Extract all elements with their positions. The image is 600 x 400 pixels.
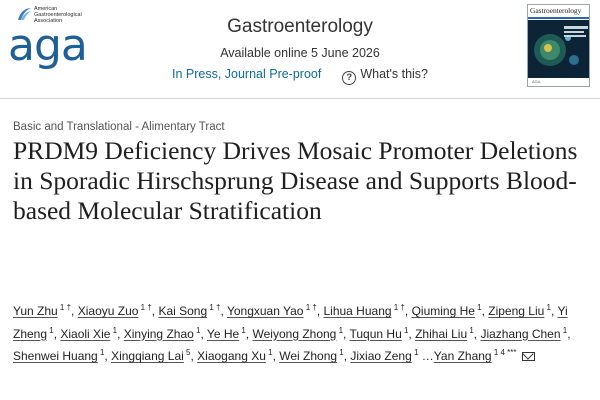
question-circle-icon[interactable]: ? [342,71,357,85]
cover-accent-bar [528,17,589,19]
author-link[interactable]: Wei Zhong 1 [279,348,344,364]
in-press-link[interactable]: In Press, Journal Pre-proof [171,67,322,81]
author-name[interactable]: Yan Zhang [433,349,492,363]
journal-status-line: In Press, Journal Pre-proof ? What's this… [0,67,600,85]
author-affiliation-sup: 1 [337,348,344,357]
author-link[interactable]: Xiaogang Xu 1 [197,348,273,364]
author-affiliation-sup: 1 [110,325,118,335]
article-category: Basic and Translational - Alimentary Tra… [13,121,225,133]
author-name[interactable]: Xiaoyu Zuo [77,304,139,318]
author-link[interactable]: Zhihai Liu 1 [415,325,474,341]
header-divider [0,98,600,99]
author-link[interactable]: Jixiao Zeng 1 [350,348,419,364]
whats-this-link[interactable]: What's this? [360,67,429,81]
author-affiliation-sup: 1 † [138,303,152,312]
author-affiliation-sup: 1 [239,325,246,335]
author-link[interactable]: Jiazhang Chen 1 [480,325,568,341]
author-link[interactable]: Yan Zhang 1 4 *** [433,348,517,364]
aga-wordmark: aga [8,20,88,71]
author-affiliation-sup: 1 [193,325,201,335]
author-name[interactable]: Xiaoli Xie [60,326,111,341]
author-link[interactable]: Zipeng Liu 1 [488,303,551,319]
author-link[interactable]: Weiyong Zhong 1 [252,325,344,341]
author-name[interactable]: Qiuming He [411,304,475,318]
author-link[interactable]: Qiuming He 1 [411,303,482,319]
author-link[interactable]: Yun Zhu 1 † [13,303,72,319]
author-link[interactable]: Xingqiang Lai 5 [111,348,191,364]
author-name[interactable]: Zipeng Liu [488,304,545,318]
author-name[interactable]: Lihua Huang [323,304,392,318]
author-affiliation-sup: 1 [336,325,344,335]
author-affiliation-sup: 1 † [207,303,221,312]
author-link[interactable]: Yongxuan Yao 1 † [226,303,317,319]
author-affiliation-sup: 1 [467,325,474,335]
author-link[interactable]: Xinying Zhao 1 [123,325,201,341]
author-ellipsis: … [418,349,434,363]
author-link[interactable]: Shenwei Huang 1 [13,348,105,364]
author-name[interactable]: Xinying Zhao [123,326,194,341]
aga-society-name: American Gastroenterological Association [34,6,82,25]
author-affiliation-sup: 5 [183,348,191,357]
author-name[interactable]: Xiaogang Xu [197,349,266,363]
author-link[interactable]: Ye He 1 [206,325,246,341]
author-affiliation-sup: 1 † [57,303,72,312]
cover-footer: AGA [532,79,541,84]
author-list: Yun Zhu 1 †, Xiaoyu Zuo 1 †, Kai Song 1 … [13,303,571,364]
journal-name[interactable]: Gastroenterology [227,16,373,37]
author-affiliation-sup: 1 † [391,303,405,312]
author-name[interactable]: Jiazhang Chen [480,326,561,341]
author-name[interactable]: Wei Zhong [279,349,338,363]
author-affiliation-sup: 1 [544,303,551,312]
author-name[interactable]: Yi Zheng [13,304,568,341]
journal-cover-thumbnail[interactable]: Gastroenterology AGA [527,4,590,87]
author-link[interactable]: Xiaoyu Zuo 1 † [77,303,152,319]
author-affiliation-sup: 1 [560,325,568,335]
cover-artwork [528,20,589,78]
available-online-date: Available online 5 June 2026 [220,46,380,60]
author-name[interactable]: Shenwei Huang [13,349,98,363]
author-affiliation-sup: 1 [474,303,482,312]
author-affiliation-sup: 1 [401,325,409,335]
aga-logo[interactable]: American Gastroenterological Association… [8,6,98,76]
author-name[interactable]: Weiyong Zhong [252,326,337,341]
author-link[interactable]: Xiaoli Xie 1 [60,325,118,341]
author-name[interactable]: Zhihai Liu [415,326,468,341]
cover-title: Gastroenterology [530,6,582,15]
author-affiliation-sup: 1 [97,348,105,357]
author-link[interactable]: Lihua Huang 1 † [323,303,405,319]
author-name[interactable]: Yun Zhu [13,304,58,318]
envelope-icon[interactable] [521,352,535,361]
author-link[interactable]: Kai Song 1 † [158,303,221,319]
author-link[interactable]: Tuqun Hu 1 [349,325,409,341]
author-name[interactable]: Yongxuan Yao [226,304,304,318]
journal-header: American Gastroenterological Association… [0,0,600,99]
author-name[interactable]: Ye He [206,326,240,341]
author-name[interactable]: Jixiao Zeng [350,349,412,363]
article-title: PRDM9 Deficiency Drives Mosaic Promoter … [13,136,578,225]
author-affiliation-sup: 1 [411,348,419,357]
author-link[interactable]: Yi Zheng 1 [13,304,568,341]
author-name[interactable]: Xingqiang Lai [111,349,184,363]
aga-swoosh-logo-icon [18,8,31,20]
author-name[interactable]: Kai Song [158,304,208,318]
author-affiliation-sup: 1 [47,325,54,335]
author-affiliation-sup: 1 † [303,303,317,312]
author-affiliation-sup: 1 [265,348,273,357]
author-affiliation-sup: 1 4 *** [491,348,517,357]
author-name[interactable]: Tuqun Hu [349,326,402,341]
